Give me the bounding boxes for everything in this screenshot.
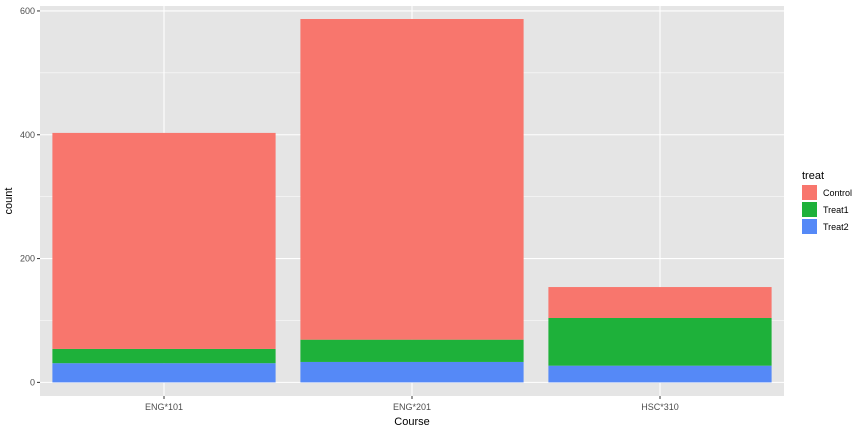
bar-treat2-eng201 (300, 361, 524, 383)
x-axis: ENG*101 ENG*201 HSC*310 (145, 396, 679, 412)
y-tick-label: 600 (20, 6, 35, 16)
legend-label-control: Control (823, 188, 852, 198)
x-tick-label: ENG*101 (145, 402, 183, 412)
x-tick-label: HSC*310 (641, 402, 679, 412)
legend-key-control (802, 185, 817, 200)
y-tick-label: 400 (20, 130, 35, 140)
bar-treat1-eng101 (52, 348, 276, 364)
legend: treat Control Treat1 Treat2 (802, 170, 852, 234)
bar-treat1-eng201 (300, 339, 524, 362)
y-axis-title: count (3, 188, 15, 215)
bar-treat2-hsc310 (548, 365, 772, 383)
bar-control-eng101 (52, 132, 276, 349)
legend-key-treat1 (802, 202, 817, 217)
bar-control-hsc310 (548, 287, 772, 318)
x-axis-title: Course (394, 416, 429, 428)
y-axis: 0 200 400 600 (20, 6, 40, 387)
x-tick-label: ENG*201 (393, 402, 431, 412)
bars (52, 19, 772, 383)
legend-title: treat (802, 170, 824, 182)
legend-label-treat2: Treat2 (823, 222, 849, 232)
y-tick-label: 0 (30, 377, 35, 387)
bar-control-eng201 (300, 19, 524, 340)
legend-key-treat2 (802, 219, 817, 234)
legend-label-treat1: Treat1 (823, 205, 849, 215)
bar-treat2-eng101 (52, 363, 276, 383)
bar-treat1-hsc310 (548, 318, 772, 366)
y-tick-label: 200 (20, 254, 35, 264)
